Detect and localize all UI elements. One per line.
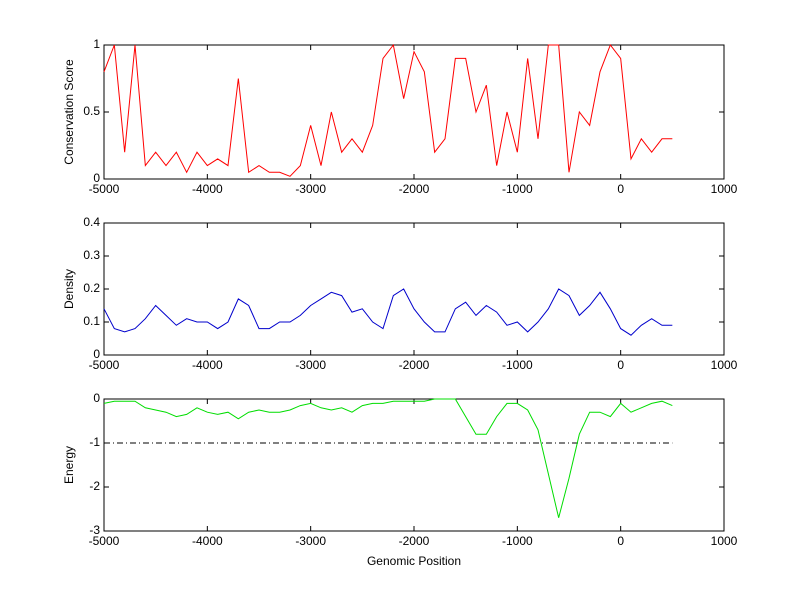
x-tick-label: 1000: [711, 182, 738, 196]
data-line: [103, 43, 673, 177]
x-axis-label: Genomic Position: [367, 554, 461, 568]
y-tick-label: 1: [93, 37, 100, 51]
x-tick-label: -4000: [192, 182, 223, 196]
x-tick-label: -1000: [502, 358, 533, 372]
y-axis-label: Energy: [62, 446, 76, 484]
x-tick-label: -3000: [295, 182, 326, 196]
y-tick-label: 0: [93, 171, 100, 185]
y-axis-label: Density: [62, 269, 76, 309]
y-tick-label: 0: [93, 347, 100, 361]
y-tick-label: 0.5: [83, 104, 100, 118]
x-tick-label: 1000: [711, 358, 738, 372]
y-tick-label: 0.3: [83, 248, 100, 262]
x-tick-label: 0: [617, 182, 624, 196]
x-tick-label: -2000: [399, 182, 430, 196]
x-tick-label: -3000: [295, 358, 326, 372]
x-tick-label: 1000: [711, 534, 738, 548]
y-axis-label: Conservation Score: [62, 59, 76, 165]
y-tick-label: -1: [89, 435, 100, 449]
x-tick-label: -5000: [89, 534, 120, 548]
x-tick-label: -2000: [399, 534, 430, 548]
x-tick-label: -5000: [89, 358, 120, 372]
x-tick-label: 0: [617, 358, 624, 372]
y-tick-label: 0: [93, 391, 100, 405]
x-tick-label: -2000: [399, 358, 430, 372]
y-tick-label: 0.4: [83, 215, 100, 229]
data-line: [103, 288, 673, 336]
y-tick-label: 0.2: [83, 281, 100, 295]
x-tick-label: -1000: [502, 182, 533, 196]
x-tick-label: -5000: [89, 182, 120, 196]
x-tick-label: -4000: [192, 534, 223, 548]
y-tick-label: -3: [89, 523, 100, 537]
x-tick-label: -3000: [295, 534, 326, 548]
x-tick-label: -4000: [192, 358, 223, 372]
x-tick-label: -1000: [502, 534, 533, 548]
axes-box: [103, 398, 725, 532]
y-tick-label: -2: [89, 479, 100, 493]
x-tick-label: 0: [617, 534, 624, 548]
y-tick-label: 0.1: [83, 314, 100, 328]
axes-box: [103, 44, 725, 180]
data-line: [103, 398, 673, 518]
